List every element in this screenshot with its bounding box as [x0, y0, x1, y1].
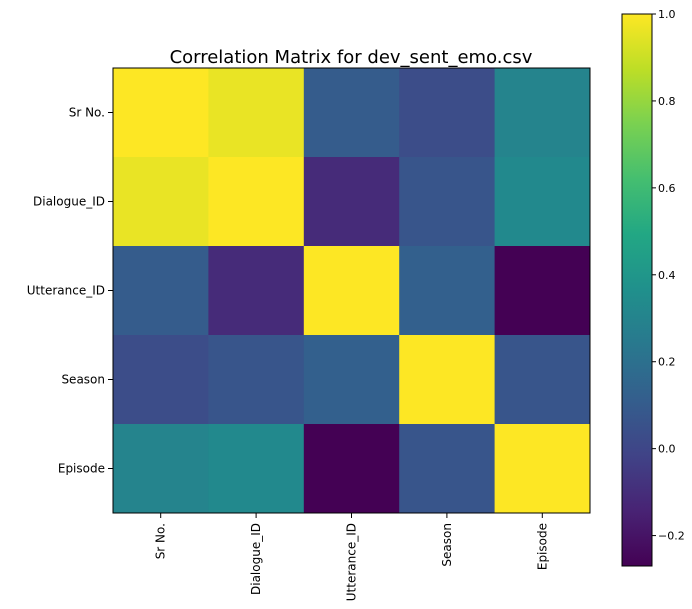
heatmap-cell [208, 157, 305, 247]
heatmap-cell [303, 335, 400, 425]
x-tick-label: Utterance_ID [345, 523, 359, 601]
x-tick-label: Dialogue_ID [249, 523, 263, 595]
chart-title: Correlation Matrix for dev_sent_emo.csv [170, 47, 533, 68]
heatmap-cell [208, 68, 305, 158]
x-tick-label: Season [440, 523, 454, 567]
heatmap-cell [113, 157, 209, 247]
colorbar-tick-label: 1.0 [658, 8, 676, 21]
heatmap-cell [113, 246, 209, 336]
heatmap-cell [113, 335, 209, 425]
colorbar-ticks: −0.2 0.0 0.2 0.4 0.6 0.8 1.0 [652, 8, 685, 543]
x-tick-label: Episode [535, 523, 549, 570]
x-tick-label: Sr No. [154, 523, 168, 559]
heatmap-cell [303, 246, 400, 336]
colorbar-tick-label: 0.6 [658, 182, 676, 195]
colorbar-tick-label: −0.2 [658, 530, 685, 543]
heatmap-cell [303, 157, 400, 247]
heatmap-cell [399, 335, 496, 425]
y-tick-label: Utterance_ID [27, 284, 105, 298]
colorbar-tick-label: 0.2 [658, 356, 676, 369]
heatmap-cell [494, 68, 591, 158]
heatmap-cell [399, 246, 496, 336]
x-axis-ticks: Sr No. Dialogue_ID Utterance_ID Season Episo… [154, 513, 549, 601]
heatmap-cell [494, 246, 591, 336]
heatmap-cell [494, 157, 591, 247]
heatmap-cell [113, 424, 209, 514]
colorbar-tick-label: 0.4 [658, 269, 676, 282]
heatmap-cell [494, 424, 591, 514]
y-tick-label: Season [61, 373, 105, 387]
heatmap-cell [399, 157, 496, 247]
colorbar [621, 13, 653, 567]
heatmap-cell [303, 68, 400, 158]
heatmap-cell [303, 424, 400, 514]
y-axis-ticks: Sr No. Dialogue_ID Utterance_ID Season Episo… [27, 106, 113, 476]
colorbar-tick-label: 0.8 [658, 95, 676, 108]
y-tick-label: Sr No. [69, 106, 105, 120]
y-tick-label: Episode [58, 462, 105, 476]
heatmap-cell [208, 246, 305, 336]
heatmap-cell [399, 424, 496, 514]
heatmap-cell [494, 335, 591, 425]
y-tick-label: Dialogue_ID [33, 195, 105, 209]
heatmap-cell [399, 68, 496, 158]
heatmap-cell [208, 335, 305, 425]
heatmap-cell [208, 424, 305, 514]
heatmap-cells [113, 68, 591, 514]
colorbar-tick-label: 0.0 [658, 443, 676, 456]
heatmap-cell [113, 68, 209, 158]
